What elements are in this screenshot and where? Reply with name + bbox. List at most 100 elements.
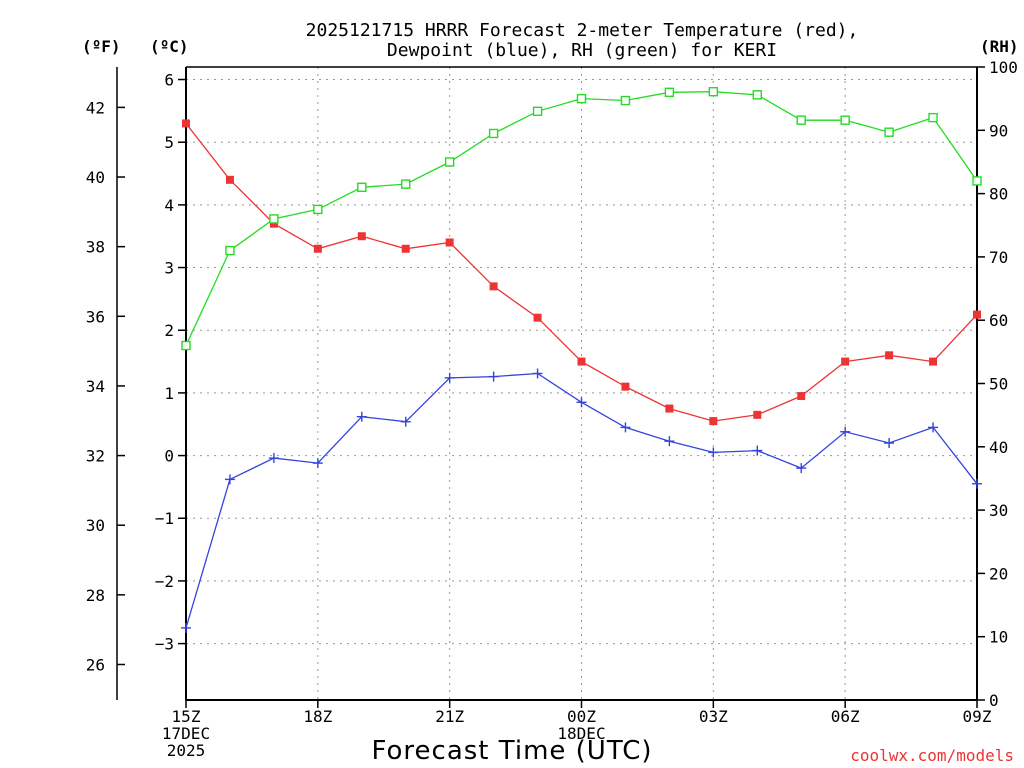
credit-text: coolwx.com/models — [850, 746, 1014, 765]
dewpoint-point — [884, 438, 895, 449]
rh-point — [576, 93, 587, 104]
rh-tick-label: 80 — [989, 185, 1008, 204]
dewpoint-point — [840, 426, 851, 437]
rh-point — [928, 112, 938, 123]
rh-point — [620, 95, 631, 106]
temperature-point — [533, 313, 542, 322]
dewpoint-point — [620, 422, 631, 433]
x-tick-label: 21Z — [435, 707, 464, 726]
fahrenheit-tick-label: 40 — [86, 168, 105, 187]
temperature-point — [577, 357, 586, 366]
rh-point — [532, 106, 543, 117]
dewpoint-point — [708, 447, 719, 458]
rh-point — [269, 214, 279, 224]
rh-tick-label: 90 — [989, 121, 1008, 140]
celsius-tick-label: 6 — [164, 71, 174, 90]
celsius-tick-label: 2 — [164, 321, 174, 340]
rh-point — [444, 157, 455, 167]
rh-point — [401, 179, 411, 189]
dewpoint-point — [268, 453, 279, 464]
celsius-tick-label: 3 — [164, 259, 174, 278]
dewpoint-point — [444, 372, 455, 383]
celsius-tick-label: 5 — [164, 133, 174, 152]
rh-tick-label: 30 — [989, 501, 1008, 520]
fahrenheit-tick-label: 32 — [86, 447, 105, 466]
rh-tick-label: 0 — [989, 691, 999, 710]
temperature-point — [929, 357, 938, 366]
fahrenheit-tick-label: 34 — [86, 377, 105, 396]
celsius-tick-label: −3 — [155, 635, 174, 654]
rh-tick-label: 100 — [989, 58, 1018, 77]
chart-title-line-1: 2025121715 HRRR Forecast 2-meter Tempera… — [306, 20, 859, 41]
temperature-point — [973, 310, 981, 319]
series-layer — [181, 86, 982, 633]
dewpoint-point — [664, 436, 675, 447]
celsius-tick-label: 4 — [164, 196, 174, 215]
celsius-tick-label: −2 — [155, 572, 174, 591]
x-tick-label: 00Z — [567, 707, 596, 726]
rh-tick-label: 50 — [989, 375, 1008, 394]
chart-title: 2025121715 HRRR Forecast 2-meter Tempera… — [306, 20, 859, 61]
temperature-point — [225, 175, 234, 184]
temperature-point — [401, 244, 410, 253]
temperature-point — [269, 219, 278, 228]
rh-line — [185, 91, 978, 346]
dewpoint-point — [312, 458, 323, 469]
rh-tick-label: 10 — [989, 628, 1008, 647]
rh-point — [796, 115, 806, 125]
fahrenheit-tick-label: 28 — [86, 586, 105, 605]
x-axis-label: Forecast Time (UTC) — [371, 736, 652, 766]
rh-point — [884, 127, 894, 137]
fahrenheit-unit-label: (ºF) — [82, 37, 121, 56]
rh-point — [664, 87, 675, 98]
x-tick-label: 09Z — [963, 707, 992, 726]
rh-point — [752, 90, 762, 100]
temperature-point — [489, 282, 498, 291]
rh-point — [972, 176, 982, 186]
dewpoint-point — [400, 416, 411, 427]
temperature-point — [357, 232, 366, 241]
celsius-tick-label: 1 — [164, 384, 174, 403]
temperature-point — [313, 244, 322, 253]
dewpoint-point — [752, 445, 763, 456]
rh-point — [708, 86, 719, 97]
celsius-unit-label: (ºC) — [150, 37, 189, 56]
x-tick-label: 17DEC — [162, 724, 210, 743]
rh-tick-label: 40 — [989, 438, 1008, 457]
celsius-tick-label: −1 — [155, 509, 174, 528]
temperature-point — [885, 351, 894, 360]
rh-point — [181, 340, 191, 351]
rh-point — [225, 245, 235, 256]
temperature-point — [797, 392, 806, 401]
x-tick-label: 18DEC — [557, 724, 605, 743]
dewpoint-point — [928, 422, 939, 433]
temperature-point — [182, 119, 190, 128]
dewpoint-point — [796, 463, 807, 474]
temperature-point — [753, 410, 762, 419]
dewpoint-point — [532, 368, 543, 379]
dewpoint-point — [972, 478, 982, 489]
dewpoint-point — [356, 411, 367, 422]
x-tick-label: 18Z — [303, 707, 332, 726]
x-tick-label: 2025 — [167, 741, 206, 760]
fahrenheit-tick-label: 26 — [86, 655, 105, 674]
chart-title-line-2: Dewpoint (blue), RH (green) for KERI — [387, 40, 777, 61]
rh-point — [488, 128, 499, 139]
x-tick-label: 03Z — [699, 707, 728, 726]
grid-lines — [186, 67, 977, 700]
dewpoint-point — [576, 397, 587, 408]
fahrenheit-tick-label: 42 — [86, 98, 105, 117]
dewpoint-point — [181, 622, 191, 633]
rh-tick-label: 20 — [989, 564, 1008, 583]
rh-unit-label: (RH) — [980, 37, 1019, 56]
fahrenheit-tick-label: 38 — [86, 238, 105, 257]
rh-point — [840, 115, 850, 125]
fahrenheit-tick-label: 30 — [86, 516, 105, 535]
x-tick-label: 15Z — [172, 707, 201, 726]
temperature-point — [841, 357, 850, 366]
temperature-point — [665, 404, 674, 413]
x-tick-label: 06Z — [831, 707, 860, 726]
celsius-tick-label: 0 — [164, 447, 174, 466]
axes — [116, 66, 978, 701]
